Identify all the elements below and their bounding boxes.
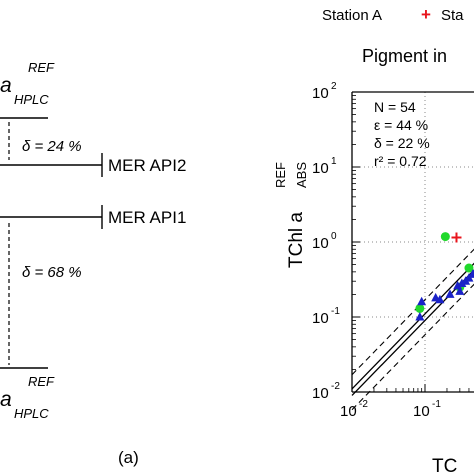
stat-delta: δ = 22 %: [374, 135, 430, 151]
legend-label-station-b: Sta: [441, 7, 464, 24]
x-tick-exponent: -2: [359, 399, 368, 410]
y-tick-label: 10: [312, 85, 329, 102]
y-tick-exponent: -2: [331, 381, 340, 392]
top-hplc-subscript: HPLC: [14, 92, 49, 107]
bottom-hplc-subscript: HPLC: [14, 406, 49, 421]
upper-dashed-bound: [351, 248, 474, 376]
data-point-circle: [464, 263, 474, 273]
delta-bottom-label: δ = 68 %: [22, 264, 82, 281]
x-tick-label: 10: [413, 403, 430, 420]
one-to-one-line: [351, 269, 474, 396]
y-tick-label: 10: [312, 385, 329, 402]
y-axis-label: TChl a: [286, 212, 307, 268]
x-tick-label: 10: [340, 403, 357, 420]
stat-n: N = 54: [374, 99, 416, 115]
data-point-triangle: [455, 286, 465, 295]
data-point-circle: [415, 303, 425, 313]
stats-box: N = 54 ε = 44 % δ = 22 % r² = 0.72: [374, 99, 430, 169]
plot-area: [351, 91, 474, 411]
bottom-ref-superscript: REF: [28, 374, 55, 389]
data-point-triangle: [471, 269, 474, 274]
mer-api2-label: MER API2: [108, 156, 186, 175]
bottom-a-symbol: a: [0, 388, 12, 411]
chart-title: Pigment in: [362, 46, 447, 66]
y-tick-label: 10: [312, 235, 329, 252]
left-panel: REF a HPLC δ = 24 % MER API2 MER API1 δ …: [0, 60, 186, 467]
stat-r2: r² = 0.72: [374, 153, 427, 169]
delta-top-label: δ = 24 %: [22, 138, 82, 155]
data-point-triangle: [468, 269, 474, 278]
data-markers: [415, 232, 474, 321]
legend-label-station-a: Station A: [322, 7, 382, 24]
lower-dashed-bound: [351, 283, 474, 411]
legend: Station A + Sta: [322, 5, 464, 24]
mer-api1-label: MER API1: [108, 208, 186, 227]
one-to-one-line-outer: [351, 262, 474, 390]
y-tick-exponent: -1: [331, 306, 340, 317]
stat-epsilon: ε = 44 %: [374, 117, 428, 133]
data-point-triangle: [415, 312, 425, 321]
x-axis-label: TC: [432, 456, 457, 474]
data-point-circle: [440, 232, 450, 242]
y-tick-exponent: 2: [331, 81, 337, 92]
data-point-triangle: [417, 296, 427, 306]
y-tick-label: 10: [312, 310, 329, 327]
data-point-triangle: [457, 278, 467, 287]
data-point-triangle: [435, 294, 445, 304]
top-a-symbol: a: [0, 74, 12, 97]
y-tick-label: 10: [312, 160, 329, 177]
x-tick-labels: 10 -2 10 -1: [340, 399, 441, 420]
y-axis-label-subscript: ABS: [294, 162, 309, 188]
y-axis-label-superscript: REF: [273, 162, 288, 188]
data-point-cross: [451, 232, 462, 243]
y-tick-exponent: 1: [331, 156, 337, 167]
panel-a-caption: (a): [118, 448, 139, 467]
legend-marker-station-a: +: [421, 5, 431, 24]
top-ref-superscript: REF: [28, 60, 55, 75]
y-tick-exponent: 0: [331, 231, 337, 242]
data-point-triangle: [445, 289, 455, 298]
x-tick-exponent: -1: [432, 399, 441, 410]
